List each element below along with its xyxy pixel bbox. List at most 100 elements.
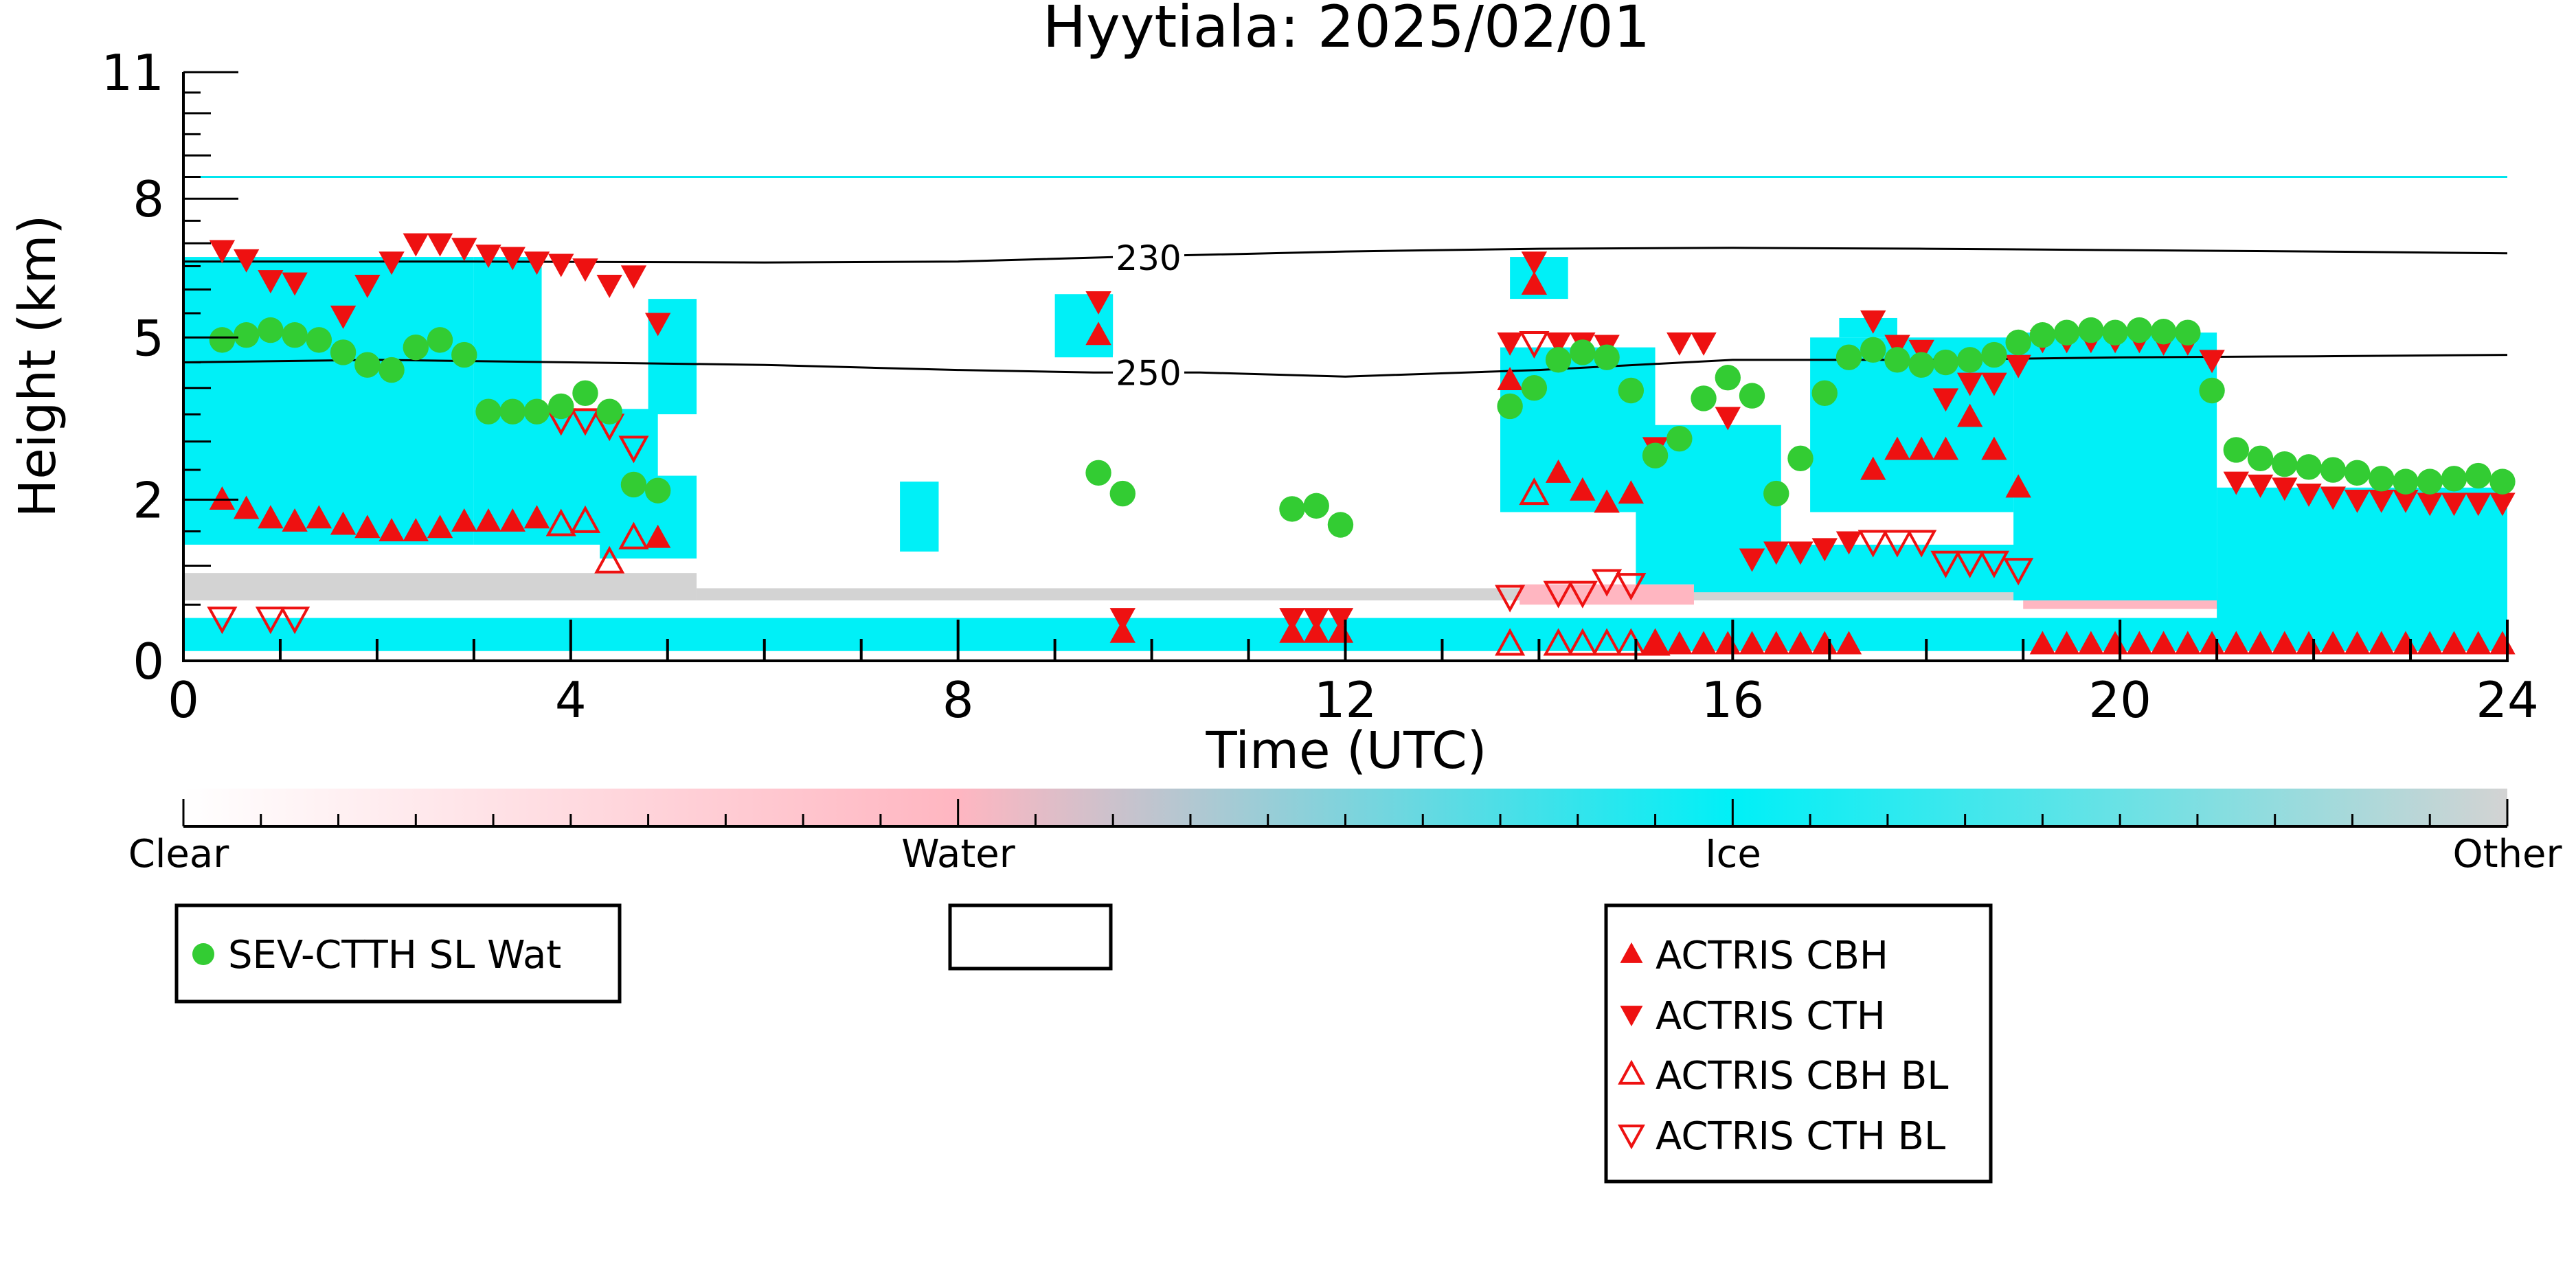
marker-actris-cth-bl-13 (1857, 530, 1888, 558)
marker-sev-ctth-sl-wat-1 (233, 322, 260, 348)
marker-actris-cbh-38 (1932, 436, 1959, 460)
marker-actris-cbh-12 (499, 508, 526, 532)
marker-actris-cbh-1 (233, 495, 260, 519)
marker-sev-ctth-sl-wat-27 (1570, 339, 1596, 365)
marker-actris-cth-bl-6 (618, 436, 649, 464)
marker-actris-cth-15 (596, 274, 622, 298)
marker-actris-cth-55 (2296, 484, 2322, 507)
marker-actris-cth-33 (1763, 541, 1789, 565)
colorbar-ticks (182, 799, 2509, 826)
marker-sev-ctth-sl-wat-10 (451, 341, 477, 368)
marker-actris-cth-41 (1956, 372, 1983, 396)
marker-sev-ctth-sl-wat-17 (620, 471, 647, 498)
marker-sev-ctth-sl-wat-36 (1787, 445, 1814, 472)
marker-sev-ctth-sl-wat-5 (330, 339, 357, 365)
y-axis-label: Height (km) (8, 215, 67, 518)
marker-actris-cbh-44 (2078, 631, 2104, 655)
marker-actris-cth-bl-7 (1495, 585, 1526, 613)
chart-title: Hyytiala: 2025/02/01 (1043, 0, 1650, 60)
contour-label-250: 250 (1116, 353, 1181, 393)
marker-sev-ctth-sl-wat-58 (2320, 457, 2346, 483)
legend-marker-actris-cth (1620, 1006, 1643, 1027)
marker-actris-cth-36 (1835, 531, 1862, 555)
marker-actris-cth-bl-4 (569, 408, 601, 436)
marker-actris-cth-bl-2 (280, 607, 310, 635)
marker-sev-ctth-sl-wat-48 (2078, 317, 2104, 343)
marker-actris-cbh-51 (2247, 631, 2274, 655)
marker-sev-ctth-sl-wat-32 (1691, 385, 1717, 411)
marker-sev-ctth-sl-wat-26 (1545, 347, 1572, 373)
marker-actris-cbh-56 (2369, 631, 2395, 655)
marker-actris-cbh-28 (1691, 631, 1717, 655)
marker-actris-cth-bl-9 (1543, 580, 1574, 609)
marker-actris-cth-25 (1545, 332, 1572, 356)
colorbar-label-other: Other (2452, 832, 2562, 877)
marker-sev-ctth-sl-wat-56 (2272, 451, 2298, 477)
marker-actris-cbh-17 (1279, 619, 1305, 643)
marker-actris-cth-bl-16 (1930, 550, 1961, 578)
marker-sev-ctth-sl-wat-34 (1739, 383, 1765, 409)
marker-actris-cbh-18 (1303, 619, 1329, 643)
marker-actris-cbh-bl-1 (569, 505, 601, 533)
marker-actris-cbh-bl-4 (1519, 477, 1550, 506)
marker-sev-ctth-sl-wat-29 (1618, 377, 1645, 404)
marker-sev-ctth-sl-wat-20 (1109, 480, 1136, 507)
marker-sev-ctth-sl-wat-16 (596, 398, 622, 425)
marker-actris-cth-52 (2223, 471, 2250, 495)
marker-actris-cbh-52 (2272, 631, 2298, 655)
contour-label-bg (1113, 240, 1185, 276)
marker-actris-cbh-bl-7 (1592, 628, 1623, 656)
legend-satellite: SEV-CTTH SL Wat (174, 903, 622, 1004)
marker-actris-cbh-45 (2102, 631, 2128, 655)
x-tick-label: 0 (168, 671, 199, 729)
marker-actris-cbh-4 (306, 505, 332, 529)
marker-sev-ctth-sl-wat-46 (2029, 322, 2056, 348)
y-tick-label: 5 (133, 309, 164, 367)
cloud-ice-region (183, 257, 474, 545)
marker-sev-ctth-sl-wat-23 (1327, 512, 1354, 538)
legend-actris-markers (1618, 942, 1645, 1150)
marker-actris-cbh-8 (403, 518, 429, 542)
marker-sev-ctth-sl-wat-59 (2344, 460, 2371, 486)
marker-actris-cth-16 (620, 265, 647, 289)
cloud-ice-region (2013, 332, 2217, 601)
marker-actris-cth-30 (1691, 332, 1717, 356)
marker-sev-ctth-sl-wat-22 (1303, 493, 1329, 519)
marker-actris-cth-8 (427, 233, 453, 257)
marker-sev-ctth-sl-wat-18 (644, 477, 671, 504)
marker-sev-ctth-sl-wat-44 (1981, 341, 2007, 368)
marker-sev-ctth-sl-wat-39 (1860, 337, 1886, 363)
marker-sev-ctth-sl-wat-47 (2053, 319, 2080, 346)
marker-sev-ctth-sl-wat-54 (2223, 437, 2250, 463)
temperature-contours: 230 250 (183, 238, 2508, 393)
marker-sev-ctth-sl-wat-0 (209, 327, 236, 353)
marker-sev-ctth-sl-wat-65 (2489, 468, 2516, 495)
marker-actris-cbh-59 (2441, 631, 2467, 655)
marker-sev-ctth-sl-wat-57 (2296, 454, 2322, 480)
marker-actris-cth-2 (258, 270, 284, 294)
marker-actris-cbh-13 (523, 505, 550, 529)
cloud-mask-layer (183, 257, 2507, 651)
marker-actris-cbh-20 (1497, 367, 1523, 390)
marker-sev-ctth-sl-wat-38 (1835, 344, 1862, 370)
legend-actris: ACTRIS CBH ACTRIS CTH ACTRIS CBH BL ACTR… (1604, 903, 1993, 1184)
marker-sev-ctth-sl-wat-3 (282, 322, 308, 348)
marker-layer (207, 233, 2516, 656)
colorbar: Clear Water Ice Other (128, 789, 2562, 877)
legend-empty-box (948, 903, 1113, 971)
marker-actris-cth-bl-15 (1906, 530, 1937, 558)
marker-sev-ctth-sl-wat-15 (572, 380, 598, 406)
marker-actris-cth-29 (1667, 332, 1693, 356)
marker-actris-cbh-54 (2320, 631, 2346, 655)
marker-sev-ctth-sl-wat-14 (548, 393, 574, 420)
marker-actris-cbh-61 (2489, 631, 2516, 655)
marker-actris-cbh-3 (282, 508, 308, 532)
marker-actris-cth-23 (1497, 332, 1523, 356)
marker-actris-cbh-34 (1835, 631, 1862, 655)
marker-sev-ctth-sl-wat-7 (379, 357, 405, 383)
marker-sev-ctth-sl-wat-64 (2465, 462, 2492, 489)
marker-actris-cth-10 (475, 245, 501, 269)
marker-sev-ctth-sl-wat-37 (1811, 380, 1838, 406)
marker-actris-cth-bl-14 (1882, 530, 1913, 558)
contour-label-bg (1113, 354, 1185, 391)
